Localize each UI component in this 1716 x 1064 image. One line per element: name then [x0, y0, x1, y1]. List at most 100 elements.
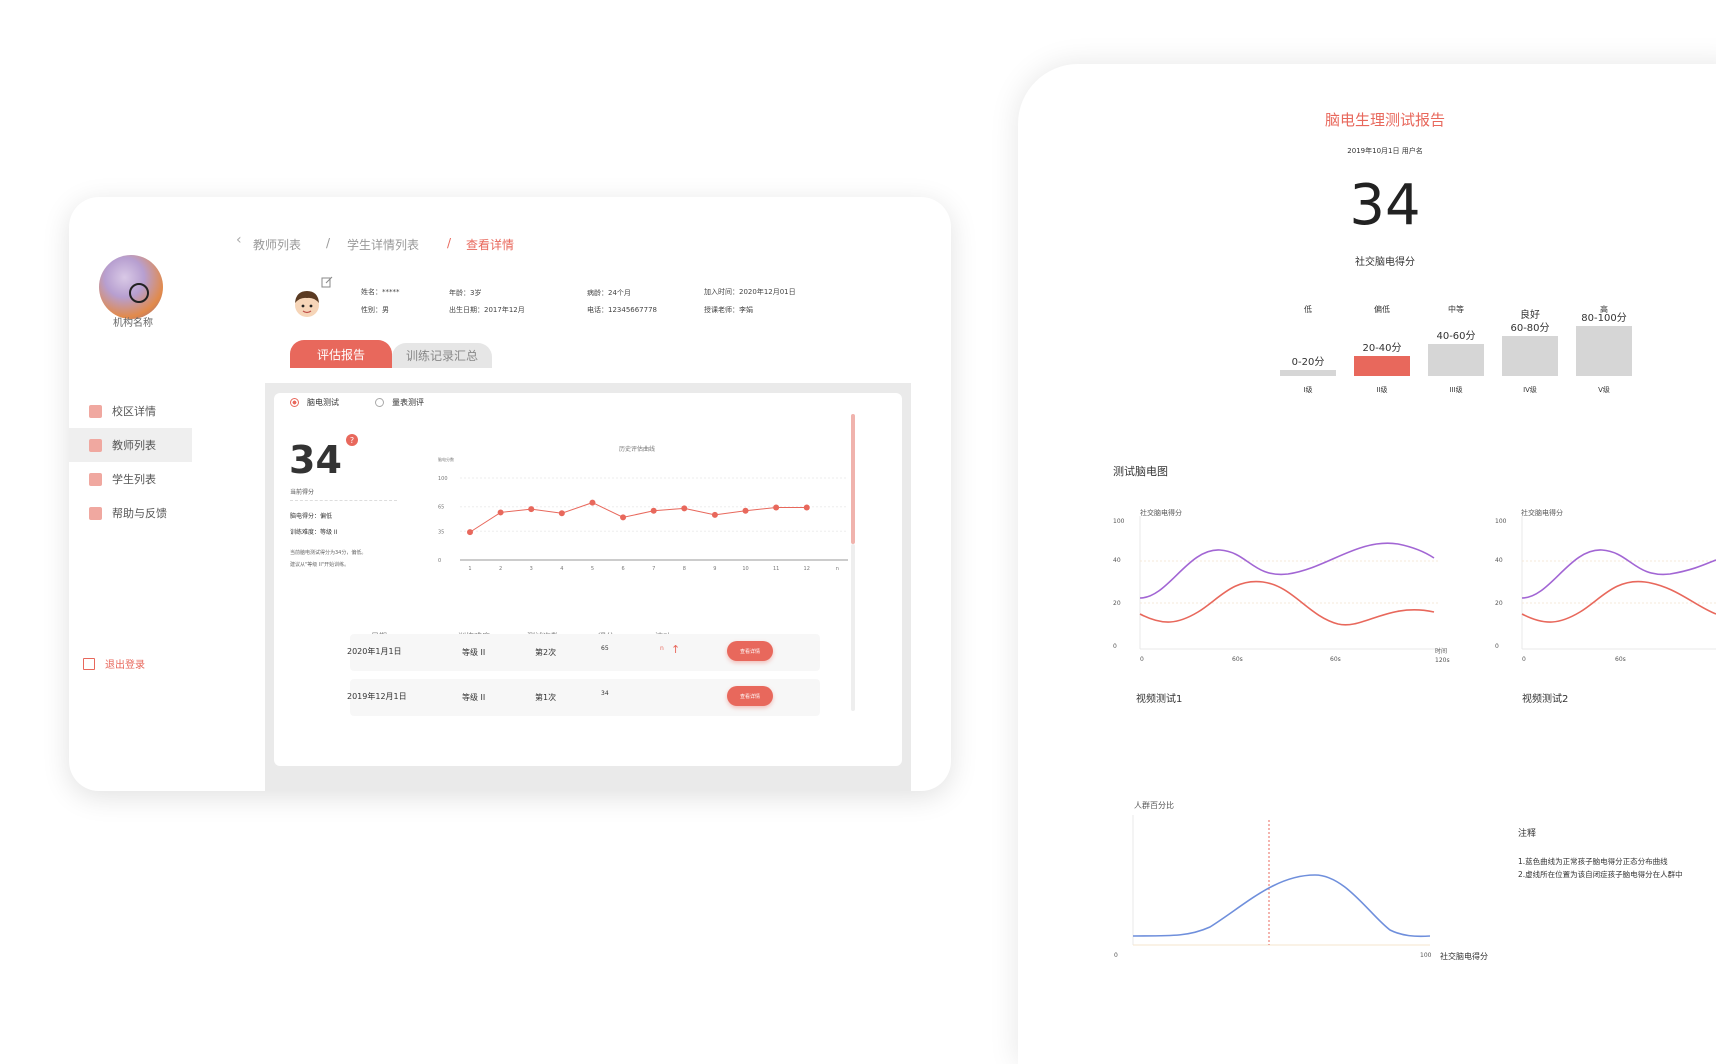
eeg1-xtick: 60s — [1330, 656, 1341, 663]
radio-scale-test[interactable]: 量表测评 — [375, 397, 424, 408]
help-icon[interactable]: ? — [346, 434, 358, 446]
eeg-chart-1 — [1139, 516, 1438, 650]
back-chevron-icon[interactable]: ‹ — [236, 232, 242, 248]
trend-up-icon: ↑ — [671, 643, 681, 656]
eeg2-ylabel: 社交脑电得分 — [1521, 509, 1563, 517]
scrollbar-thumb[interactable] — [851, 414, 855, 544]
breadcrumb-teachers[interactable]: 教师列表 — [253, 238, 302, 252]
data-point — [773, 504, 780, 511]
level-range: 20-40分 — [1362, 343, 1402, 354]
report-card — [1018, 64, 1716, 1064]
document-icon — [89, 404, 102, 418]
x-tick-label: 6 — [621, 566, 624, 572]
eeg-score-level: 脑电得分：偏低 — [290, 513, 333, 520]
eeg-section-title: 测试脑电图 — [1113, 465, 1168, 478]
x-tick-label: 12 — [804, 566, 810, 572]
row-score: 65 — [601, 645, 609, 652]
x-tick-label: n — [836, 566, 839, 572]
logout-label: 退出登录 — [105, 660, 145, 671]
view-details-button[interactable]: 查看详情 — [727, 641, 773, 661]
breadcrumb-current: 查看详情 — [466, 238, 515, 252]
eeg1-xtick: 120s — [1435, 657, 1450, 664]
y-tick-label: 35 — [438, 529, 444, 535]
data-point — [711, 511, 718, 518]
sidebar-item-label: 学生列表 — [112, 473, 156, 486]
level-bar — [1502, 336, 1558, 376]
sidebar-item-campus[interactable]: 校区详情 — [69, 394, 192, 428]
score-label: 当前得分 — [290, 489, 315, 496]
radio-unchecked-icon — [375, 398, 384, 407]
eeg2-ytick: 0 — [1495, 643, 1499, 650]
eeg2-ytick: 20 — [1495, 600, 1503, 607]
note-line: 1.蓝色曲线为正常孩子脑电得分正态分布曲线 — [1518, 857, 1668, 866]
eeg1-ylabel: 社交脑电得分 — [1140, 509, 1182, 517]
row-count: 第1次 — [535, 693, 557, 702]
x-tick-label: 11 — [773, 566, 779, 572]
student-phone: 电话：12345667778 — [587, 306, 657, 314]
series-line — [469, 502, 807, 533]
current-score: 34 — [289, 438, 342, 482]
x-tick-label: 9 — [713, 566, 716, 572]
x-tick-label: 7 — [652, 566, 655, 572]
sidebar-item-label: 教师列表 — [112, 439, 156, 452]
level-name: 中等 — [1448, 305, 1464, 314]
level-range: 80-100分 — [1581, 313, 1627, 324]
x-tick-label: 3 — [530, 566, 533, 572]
notes-title: 注释 — [1518, 829, 1537, 839]
level-grade: IV级 — [1523, 386, 1537, 394]
sidebar-item-teachers[interactable]: 教师列表 — [69, 428, 192, 462]
x-tick-label: 2 — [499, 566, 502, 572]
eeg1-caption: 视频测试1 — [1136, 694, 1183, 705]
level-bar — [1576, 326, 1632, 376]
view-details-button[interactable]: 查看详情 — [727, 686, 773, 706]
student-birth: 出生日期：2017年12月 — [449, 306, 525, 314]
logout-button[interactable]: 退出登录 — [83, 656, 145, 671]
tab-training-summary[interactable]: 训练记录汇总 — [392, 343, 492, 368]
report-date-user: 2019年10月1日 用户名 — [1347, 147, 1423, 155]
data-point — [681, 505, 688, 512]
eeg1-ytick: 100 — [1113, 518, 1125, 525]
eeg-chart-2 — [1521, 516, 1716, 650]
sidebar-item-students[interactable]: 学生列表 — [69, 462, 192, 496]
eeg1-ytick: 20 — [1113, 600, 1121, 607]
breadcrumb-separator: / — [447, 236, 452, 250]
divider — [290, 500, 397, 501]
row-level: 等级 II — [462, 693, 486, 702]
edit-icon[interactable] — [321, 273, 333, 288]
sidebar-item-label: 帮助与反馈 — [112, 507, 167, 520]
row-score: 34 — [601, 690, 609, 697]
sidebar-item-help[interactable]: 帮助与反馈 — [69, 496, 192, 530]
level-grade: III级 — [1449, 386, 1463, 394]
eeg2-xtick: 0 — [1522, 656, 1526, 663]
x-tick-label: 1 — [468, 566, 471, 572]
level-bar — [1354, 356, 1410, 376]
x-tick-label: 5 — [591, 566, 594, 572]
eeg1-xtick: 0 — [1140, 656, 1144, 663]
distribution-xmax: 100 — [1420, 952, 1432, 959]
scrollbar-track[interactable] — [851, 544, 855, 711]
eeg2-ytick: 40 — [1495, 557, 1503, 564]
report-score-label: 社交脑电得分 — [1355, 257, 1415, 268]
distribution-chart — [1132, 815, 1430, 946]
report-score: 34 — [1349, 173, 1421, 238]
eeg2-xtick: 60s — [1615, 656, 1626, 663]
data-point — [620, 514, 627, 521]
y-tick-label: 0 — [438, 558, 441, 564]
radio-eeg-test[interactable]: 脑电测试 — [290, 397, 339, 408]
note-line: 2.虚线所在位置为该自闭症孩子脑电得分在人群中 — [1518, 870, 1683, 879]
row-date: 2020年1月1日 — [347, 647, 402, 656]
level-bar — [1428, 344, 1484, 376]
data-point — [497, 509, 504, 516]
sidebar-item-label: 校区详情 — [112, 405, 156, 418]
level-range: 0-20分 — [1291, 357, 1325, 368]
tab-assessment-report[interactable]: 评估报告 — [290, 340, 392, 368]
x-tick-label: 4 — [560, 566, 563, 572]
level-grade: I级 — [1303, 386, 1313, 394]
data-point — [803, 504, 810, 511]
org-avatar[interactable] — [99, 255, 163, 319]
breadcrumb-students[interactable]: 学生详情列表 — [347, 238, 420, 252]
breadcrumb-separator: / — [326, 236, 331, 250]
eeg1-xlabel: 时间 — [1435, 648, 1448, 655]
x-tick-label: 10 — [742, 566, 748, 572]
